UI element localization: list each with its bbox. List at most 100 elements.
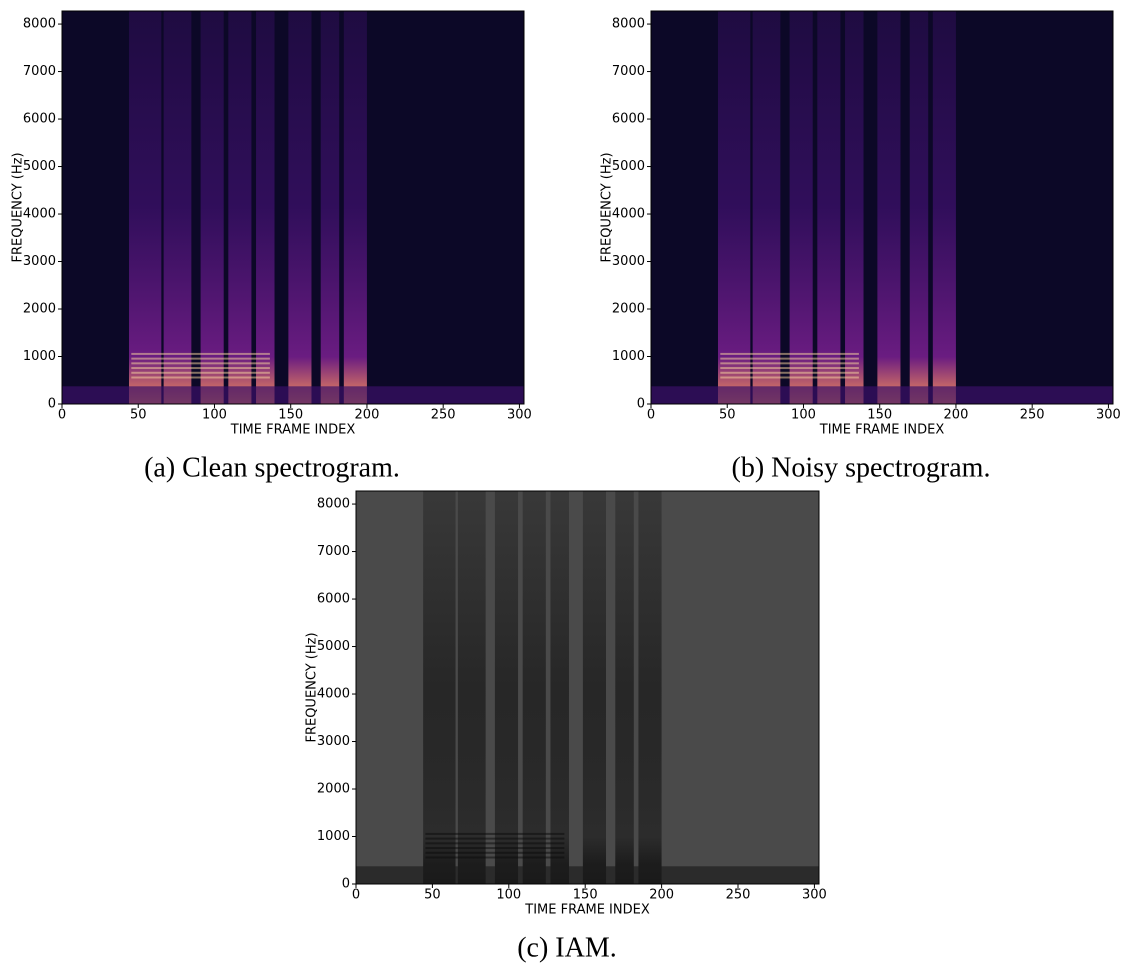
image-band [522, 491, 546, 884]
image-band [817, 11, 841, 404]
image-harmonic [720, 352, 859, 355]
y-tick-label: 8000 [612, 17, 645, 32]
x-tick-label: 300 [507, 408, 532, 423]
y-tick-label: 1000 [317, 829, 350, 844]
spectrogram-image [356, 491, 819, 884]
image-lowband [651, 386, 1113, 404]
x-tick-label: 50 [424, 888, 441, 903]
y-tick-label: 3000 [23, 254, 56, 269]
image-band [582, 491, 607, 884]
spectrogram-image [62, 11, 524, 404]
y-tick-label: 6000 [612, 112, 645, 127]
caption: (a) Clean spectrogram. [144, 452, 400, 483]
image-band [128, 11, 162, 404]
x-tick-label: 100 [791, 408, 816, 423]
x-tick-label: 50 [719, 408, 736, 423]
caption: (b) Noisy spectrogram. [732, 452, 991, 483]
x-tick-label: 200 [649, 888, 674, 903]
y-tick-label: 2000 [612, 302, 645, 317]
image-band [256, 11, 275, 404]
y-tick-label: 8000 [317, 497, 350, 512]
y-tick-label: 1000 [23, 349, 56, 364]
y-tick-label: 2000 [23, 302, 56, 317]
plot-frame [650, 10, 1114, 405]
image-harmonic [425, 832, 565, 835]
image-harmonic [720, 371, 859, 374]
y-tick-label: 5000 [612, 159, 645, 174]
x-axis-label: TIME FRAME INDEX [819, 423, 945, 438]
image-band [615, 491, 634, 884]
x-tick-label: 100 [202, 408, 227, 423]
y-tick-label: 7000 [23, 64, 56, 79]
x-tick-label: 150 [573, 888, 598, 903]
x-tick-label: 150 [278, 408, 303, 423]
panel: 0 50 100 150 200 250 3000100020003000400050006… [305, 490, 827, 963]
x-tick-label: 0 [352, 888, 360, 903]
image-band [638, 491, 662, 884]
image-harmonic [425, 847, 565, 850]
panel: 0 50 100 150 200 250 3000100020003000400050006… [600, 10, 1121, 483]
y-tick-label: 6000 [23, 112, 56, 127]
image-band [423, 491, 456, 884]
y-tick-label: 1000 [612, 349, 645, 364]
x-tick-label: 250 [431, 408, 456, 423]
x-tick-label: 0 [647, 408, 655, 423]
x-axis-label: TIME FRAME INDEX [230, 423, 356, 438]
image-band [343, 11, 367, 404]
image-lowband [356, 866, 819, 884]
image-band [752, 11, 781, 404]
y-tick-label: 4000 [612, 207, 645, 222]
image-band [909, 11, 929, 404]
y-tick-label: 2000 [317, 782, 350, 797]
y-tick-label: 4000 [317, 687, 350, 702]
image-band [320, 11, 340, 404]
plot-frame [61, 10, 525, 405]
image-harmonic [425, 856, 565, 859]
x-tick-label: 250 [1020, 408, 1045, 423]
y-axis-label: FREQUENCY (Hz) [600, 152, 615, 262]
image-harmonic [425, 851, 565, 854]
image-band [163, 11, 192, 404]
y-axis-label: FREQUENCY (Hz) [11, 152, 26, 262]
y-tick-label: 0 [637, 397, 645, 412]
y-tick-label: 5000 [317, 639, 350, 654]
image-band [494, 491, 519, 884]
y-tick-label: 0 [342, 877, 350, 892]
y-tick-label: 7000 [612, 64, 645, 79]
x-tick-label: 50 [130, 408, 147, 423]
image-harmonic [131, 367, 270, 370]
x-tick-label: 300 [802, 888, 827, 903]
x-tick-label: 0 [58, 408, 66, 423]
image-harmonic [720, 362, 859, 365]
y-tick-label: 3000 [612, 254, 645, 269]
image-band [457, 491, 486, 884]
panel: 0 50 100 150 200 250 3000100020003000400050006… [11, 10, 532, 483]
x-tick-label: 100 [496, 888, 521, 903]
x-tick-label: 200 [355, 408, 380, 423]
x-tick-label: 150 [867, 408, 892, 423]
image-band [550, 491, 569, 884]
y-tick-label: 5000 [23, 159, 56, 174]
y-axis-label: FREQUENCY (Hz) [305, 632, 320, 742]
x-tick-label: 300 [1096, 408, 1121, 423]
caption: (c) IAM. [517, 932, 617, 963]
x-tick-label: 200 [944, 408, 969, 423]
y-tick-label: 3000 [317, 734, 350, 749]
image-band [789, 11, 813, 404]
x-axis-label: TIME FRAME INDEX [524, 903, 650, 918]
plot-frame [355, 490, 820, 885]
image-harmonic [131, 371, 270, 374]
image-harmonic [425, 842, 565, 845]
image-harmonic [131, 357, 270, 360]
image-harmonic [720, 376, 859, 379]
image-harmonic [425, 837, 565, 840]
image-harmonic [131, 376, 270, 379]
y-tick-label: 8000 [23, 17, 56, 32]
spectrogram-image [651, 11, 1113, 404]
image-band [845, 11, 864, 404]
y-tick-label: 6000 [317, 592, 350, 607]
y-tick-label: 0 [48, 397, 56, 412]
image-band [228, 11, 252, 404]
image-lowband [62, 386, 524, 404]
image-harmonic [720, 367, 859, 370]
